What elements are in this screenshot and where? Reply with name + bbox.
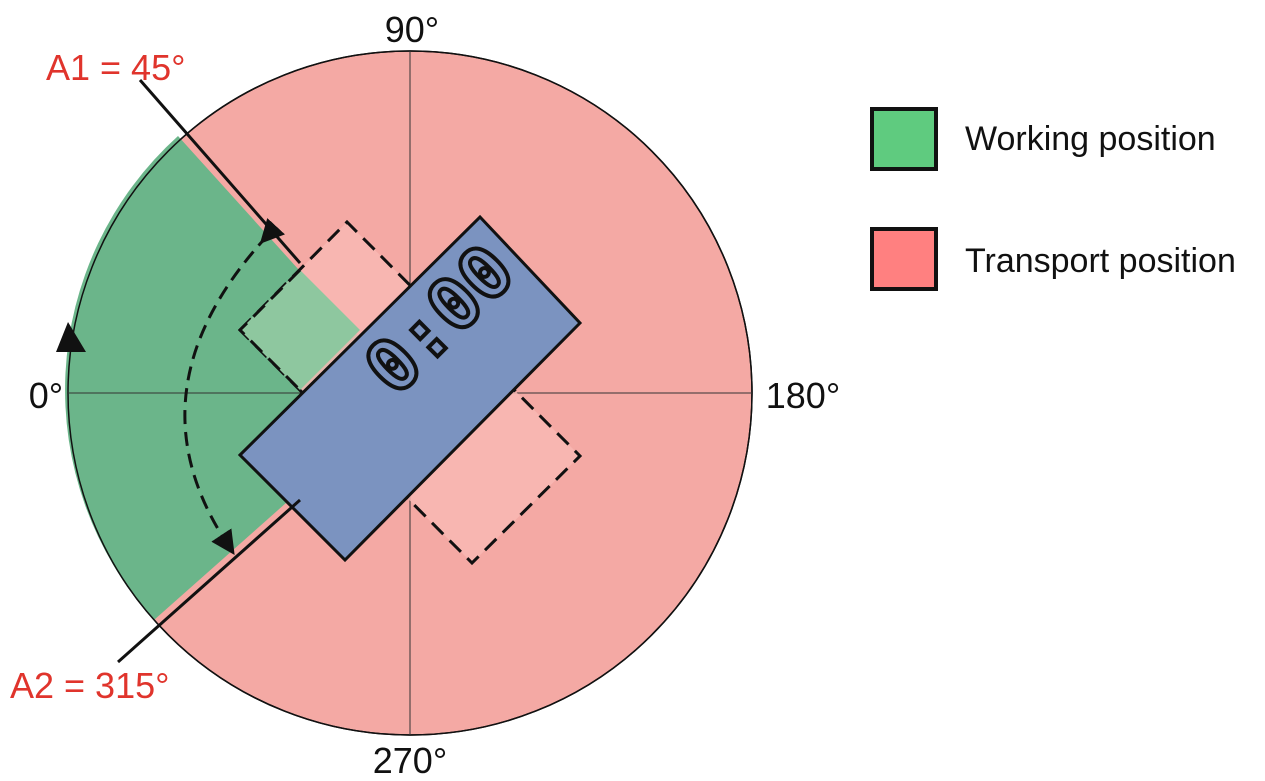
angle-label-180: 180°	[766, 375, 840, 416]
legend-label-working: Working position	[965, 120, 1216, 158]
direction-arrow-icon	[56, 322, 86, 352]
a1-label: A1 = 45°	[46, 47, 186, 88]
legend-swatch-working	[870, 107, 938, 171]
a2-label: A2 = 315°	[10, 665, 170, 706]
device-display	[237, 214, 583, 563]
angle-label-270: 270°	[373, 740, 447, 781]
angle-label-0: 0°	[29, 375, 63, 416]
rotation-range-arrow	[183, 218, 285, 555]
legend-label-transport: Transport position	[965, 242, 1236, 280]
legend: Working position Transport position	[870, 107, 1236, 291]
legend-swatch-transport	[870, 227, 938, 291]
angle-label-90: 90°	[385, 9, 439, 50]
